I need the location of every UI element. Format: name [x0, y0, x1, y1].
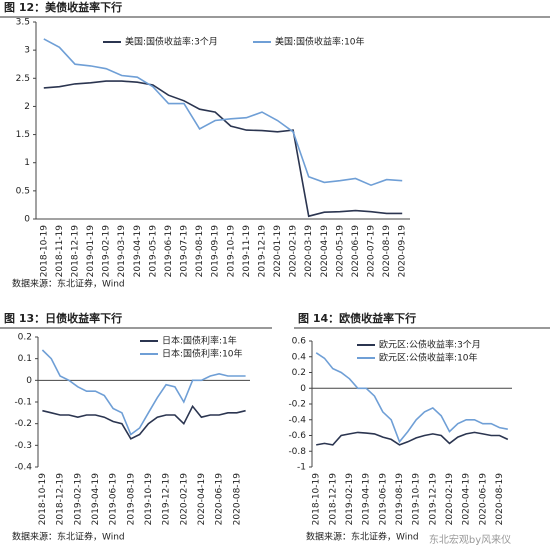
x-tick-label: 2019-06-19: [378, 473, 388, 526]
series-line: [316, 431, 509, 446]
x-tick-label: 2019-11-19: [242, 225, 252, 278]
y-tick-label: 0: [300, 384, 306, 394]
y-tick-label: 0.2: [18, 333, 32, 343]
x-tick-label: 2020-08-19: [495, 473, 505, 526]
x-tick-label: 2020-05-19: [335, 225, 345, 278]
x-tick-label: 2019-12-19: [162, 473, 172, 526]
chart-title: 图 13：日债收益率下行: [4, 311, 122, 325]
x-tick-label: 2020-08-19: [232, 473, 242, 526]
x-tick-label: 2018-12-19: [70, 225, 80, 278]
x-tick-label: 2019-04-19: [91, 473, 101, 526]
y-tick-label: 0.2: [292, 368, 306, 378]
x-tick-label: 2020-02-19: [445, 473, 455, 526]
y-tick-label: -0.6: [288, 431, 306, 441]
y-tick-label: -0.1: [14, 398, 32, 408]
x-tick-label: 2019-10-19: [226, 225, 236, 278]
x-tick-label: 2019-08-19: [395, 473, 405, 526]
y-tick-label: 0: [24, 215, 30, 225]
x-tick-label: 2019-02-19: [345, 473, 355, 526]
source: 数据来源：东北证券，Wind: [12, 531, 125, 543]
y-tick-label: 1: [24, 158, 30, 168]
y-tick-label: 2.5: [16, 74, 30, 84]
y-tick-label: 3: [24, 46, 30, 56]
x-tick-label: 2020-02-19: [289, 225, 299, 278]
x-tick-label: 2019-07-19: [180, 225, 190, 278]
x-tick-label: 2019-02-19: [73, 473, 83, 526]
series-line: [43, 38, 403, 187]
y-tick-label: -0.8: [288, 447, 306, 457]
x-tick-label: 2020-04-19: [320, 225, 330, 278]
y-tick-label: 1.5: [16, 130, 30, 140]
x-tick-label: 2019-10-19: [412, 473, 422, 526]
x-tick-label: 2020-06-19: [215, 473, 225, 526]
y-tick-label: 0.5: [16, 186, 30, 196]
x-tick-label: 2020-06-19: [351, 225, 361, 278]
x-tick-label: 2019-06-19: [164, 225, 174, 278]
series-line: [42, 404, 246, 440]
x-tick-label: 2019-05-19: [148, 225, 158, 278]
y-tick-label: -0.4: [14, 463, 32, 473]
x-tick-label: 2019-08-19: [126, 473, 136, 526]
x-tick-label: 2018-12-19: [56, 473, 66, 526]
x-tick-label: 2019-12-19: [257, 225, 267, 278]
chart-title: 图 12：美债收益率下行: [4, 0, 122, 14]
x-tick-label: 2019-04-19: [362, 473, 372, 526]
x-tick-label: 2018-10-19: [38, 473, 48, 526]
x-tick-label: 2019-02-19: [102, 225, 112, 278]
x-tick-label: 2020-09-19: [398, 225, 408, 278]
x-tick-label: 2020-04-19: [197, 473, 207, 526]
x-tick-label: 2019-12-19: [428, 473, 438, 526]
legend-label: 美国:国债收益率:10年: [275, 36, 365, 48]
y-tick-label: 0: [26, 376, 32, 386]
series-line: [43, 80, 403, 218]
y-tick-label: 0.4: [292, 352, 307, 362]
legend-label: 日本:国债利率:1年: [162, 335, 237, 347]
y-tick-label: -0.2: [14, 419, 32, 429]
x-tick-label: 2019-01-19: [86, 225, 96, 278]
legend-label: 美国:国债收益率:3个月: [125, 36, 218, 48]
x-tick-label: 2020-08-19: [382, 225, 392, 278]
x-tick-label: 2019-03-19: [117, 225, 127, 278]
y-tick-label: -0.3: [14, 441, 32, 451]
x-tick-label: 2019-08-19: [195, 225, 205, 278]
series-line: [41, 349, 246, 436]
x-tick-label: 2019-06-19: [109, 473, 119, 526]
x-tick-label: 2018-10-19: [39, 225, 49, 278]
legend-label: 欧元区:公债收益率:10年: [379, 352, 478, 364]
x-tick-label: 2019-10-19: [144, 473, 154, 526]
x-tick-label: 2020-01-19: [273, 225, 283, 278]
x-tick-label: 2019-04-19: [133, 225, 143, 278]
x-tick-label: 2020-06-19: [478, 473, 488, 526]
y-tick-label: 0.1: [18, 354, 32, 364]
y-tick-label: -1: [297, 463, 306, 473]
source: 数据来源：东北证券，Wind: [12, 278, 125, 290]
x-tick-label: 2020-07-19: [367, 225, 377, 278]
x-tick-label: 2020-03-19: [304, 225, 314, 278]
series-line: [315, 352, 508, 444]
x-tick-label: 2018-10-19: [312, 473, 322, 526]
y-tick-label: -0.4: [288, 415, 306, 425]
x-tick-label: 2020-02-19: [179, 473, 189, 526]
x-tick-label: 2020-04-19: [462, 473, 472, 526]
source: 数据来源：东北证券，Wind: [306, 531, 419, 543]
x-tick-label: 2018-11-19: [55, 225, 65, 278]
watermark: 东北宏观by风来仪: [429, 533, 511, 546]
x-tick-label: 2018-12-19: [328, 473, 338, 526]
y-tick-label: 2: [24, 102, 30, 112]
y-tick-label: -0.2: [288, 400, 306, 410]
x-tick-label: 2019-09-19: [211, 225, 221, 278]
y-tick-label: 3.5: [16, 18, 30, 28]
y-tick-label: 0.6: [292, 337, 307, 347]
chart-title: 图 14：欧债收益率下行: [298, 311, 416, 325]
legend-label: 日本:国债利率:10年: [162, 348, 243, 360]
legend-label: 欧元区:公债收益率:3个月: [379, 339, 481, 351]
